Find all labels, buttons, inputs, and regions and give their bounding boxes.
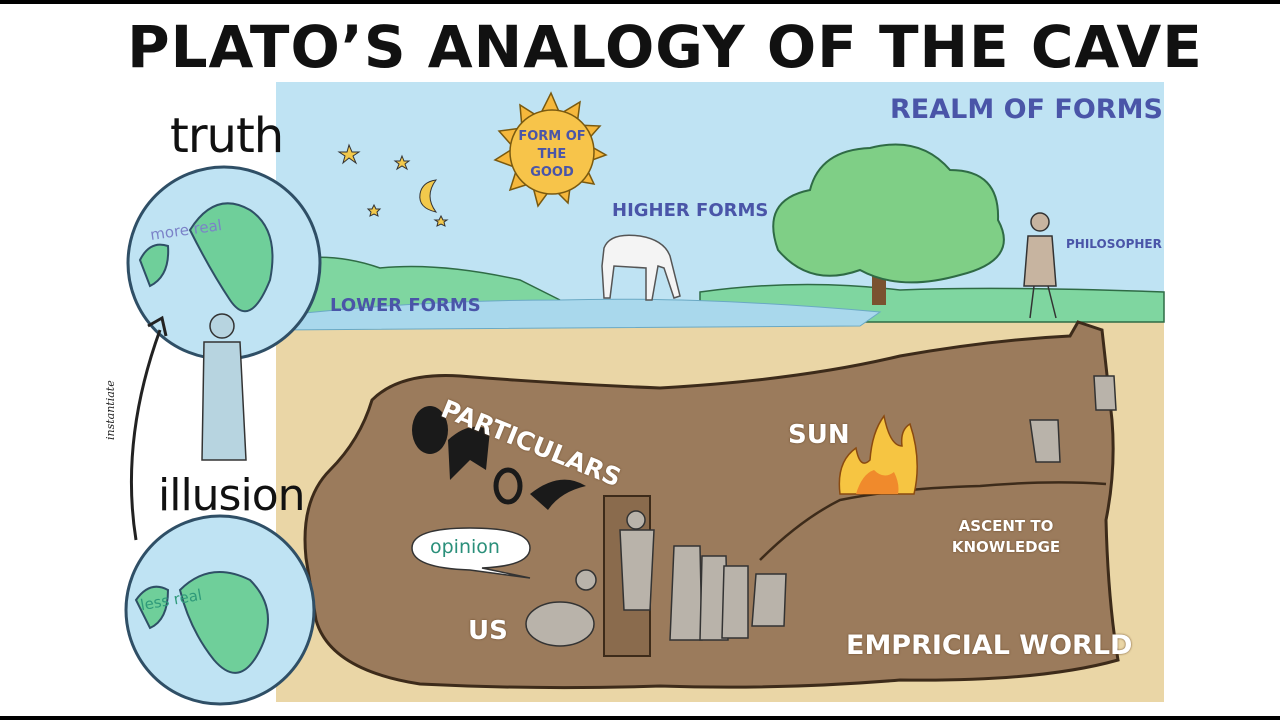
page-title: PLATO’S ANALOGY OF THE CAVE [127,13,1203,81]
sun-label: SUN [788,420,850,450]
cave-figures [525,375,1117,647]
us-label: US [468,616,508,646]
opinion-bubble [411,527,531,579]
globe-icon [126,165,322,361]
globe-icon [124,514,316,706]
frame-bottom [0,716,1280,720]
empirical-world-label: EMPRICIAL WORLD [846,630,1133,661]
moon-icon [419,179,438,213]
illusion-label: illusion [158,470,306,521]
horse-icon [601,234,681,301]
philosopher-label: PHILOSOPHER [1066,237,1162,251]
ascent-to-knowledge-label: ASCENT TO KNOWLEDGE [951,517,1061,556]
opinion-label: opinion [430,536,500,558]
cave-shape [303,320,1120,690]
philosopher-figure [1023,212,1057,319]
star-icon [337,143,449,227]
instantiate-label: instantiate [104,380,117,440]
shadow-shapes [412,406,586,510]
lower-forms-label: LOWER FORMS [330,295,481,316]
tree-icon [772,143,1005,305]
higher-forms-label: HIGHER FORMS [612,200,769,221]
water [275,298,882,331]
form-of-the-good-label: FORM OF THE GOOD [518,129,586,180]
plato-figure [201,313,247,461]
realm-of-forms-label: REALM OF FORMS [890,94,1163,125]
arrow-icon [129,315,168,541]
fire-icon [838,414,918,495]
sun-icon [493,91,608,208]
truth-label: truth [170,108,284,164]
frame-top [0,0,1280,4]
